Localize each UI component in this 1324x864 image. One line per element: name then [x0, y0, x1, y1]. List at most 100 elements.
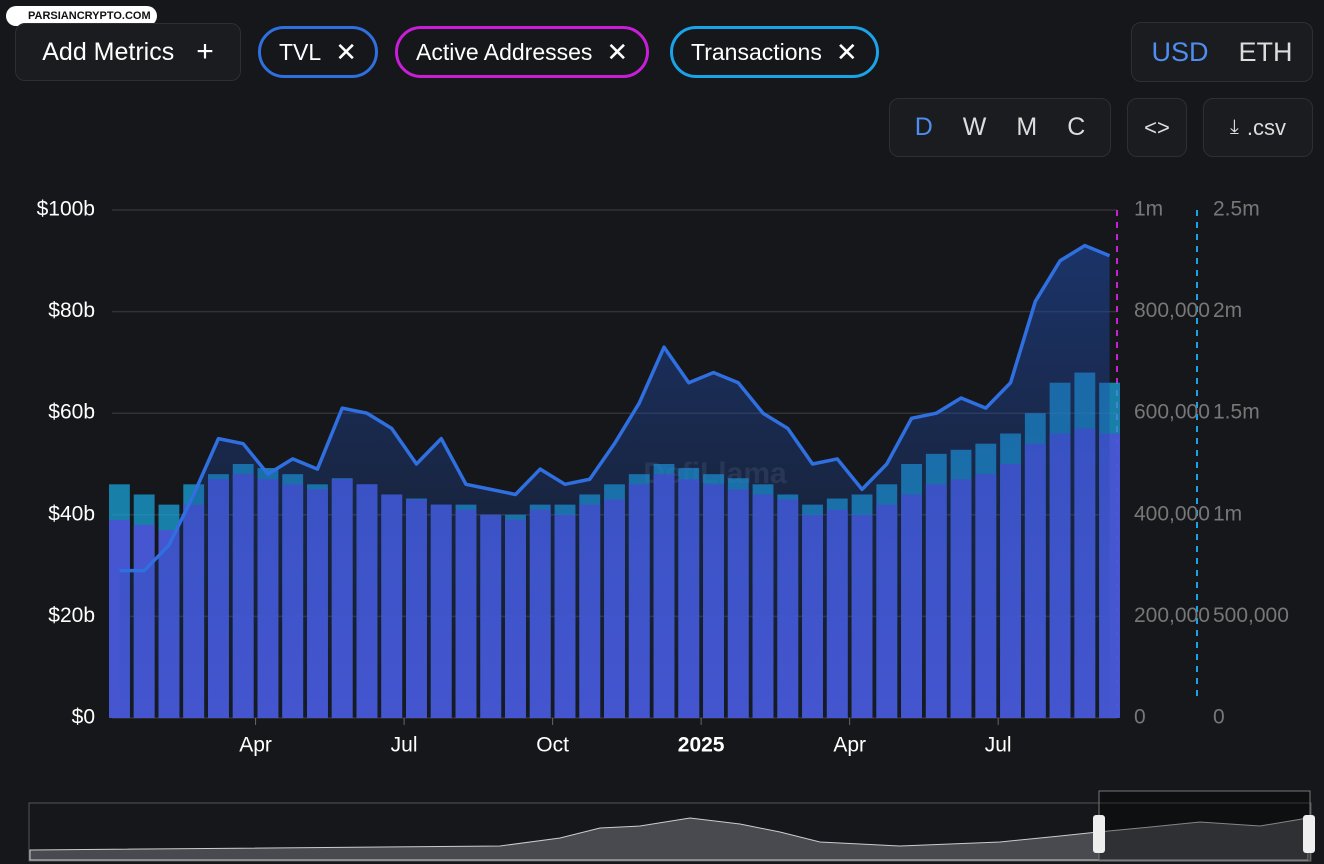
- bar: [1024, 443, 1046, 718]
- bar: [901, 464, 922, 718]
- bar: [826, 509, 848, 718]
- bar: [282, 474, 304, 718]
- y3-tick-label: 0: [1213, 706, 1225, 729]
- bar: [777, 499, 799, 718]
- bar: [257, 479, 279, 718]
- plus-icon: +: [196, 35, 214, 68]
- bar: [925, 453, 947, 718]
- bar: [208, 474, 229, 718]
- bar: [208, 479, 229, 718]
- period-option[interactable]: W: [962, 113, 987, 141]
- y3-tick-label: 1.5m: [1213, 401, 1260, 424]
- bar: [703, 474, 724, 718]
- bar: [455, 504, 477, 718]
- bar: [727, 489, 749, 718]
- y3-tick-label: 2m: [1213, 299, 1242, 322]
- currency-toggle: USD ETH: [1131, 22, 1313, 82]
- remove-icon[interactable]: ✕: [606, 36, 629, 67]
- y2-tick-label: 200,000: [1134, 604, 1210, 627]
- x-tick-label: Apr: [239, 734, 272, 757]
- bar: [133, 524, 155, 718]
- bar: [406, 498, 427, 718]
- bar: [777, 494, 799, 718]
- period-option[interactable]: C: [1067, 113, 1086, 141]
- bar: [628, 484, 650, 718]
- bar: [1099, 382, 1120, 718]
- bar: [480, 514, 502, 718]
- bar: [183, 504, 205, 718]
- x-tick-label: Jul: [391, 734, 418, 757]
- chip-label: Active Addresses: [416, 38, 593, 65]
- bar: [1024, 413, 1046, 718]
- bar: [109, 484, 130, 718]
- bar: [430, 504, 452, 718]
- bar: [826, 498, 848, 718]
- bar: [331, 479, 353, 718]
- bar: [752, 484, 774, 718]
- navigator-area: [29, 817, 1309, 861]
- y2-tick-label: 400,000: [1134, 502, 1210, 525]
- y2-tick-label: 600,000: [1134, 401, 1210, 424]
- bar: [653, 464, 675, 718]
- bar: [1099, 433, 1120, 718]
- bar: [356, 484, 378, 718]
- bar: [505, 514, 526, 718]
- bar: [257, 468, 279, 718]
- bar: [1049, 433, 1071, 718]
- x-tick-label: Apr: [833, 734, 866, 757]
- bar: [158, 504, 180, 718]
- bar: [331, 478, 353, 718]
- bar: [529, 509, 551, 718]
- y2-tick-label: 800,000: [1134, 299, 1210, 322]
- csv-button[interactable]: ⤓ .csv: [1203, 98, 1313, 157]
- bar: [1074, 372, 1096, 718]
- bar: [752, 494, 774, 718]
- currency-option[interactable]: ETH: [1238, 36, 1293, 67]
- y3-tick-label: 2.5m: [1213, 198, 1260, 221]
- bar: [554, 514, 576, 718]
- bar: [901, 494, 922, 718]
- bar: [455, 509, 477, 718]
- bar: [851, 494, 873, 718]
- bar: [356, 484, 378, 718]
- metric-chip[interactable]: Transactions ✕: [670, 26, 879, 78]
- bar: [381, 494, 403, 718]
- bar: [653, 474, 675, 718]
- currency-option[interactable]: USD: [1151, 36, 1209, 67]
- bar: [505, 519, 526, 718]
- period-option[interactable]: M: [1016, 113, 1038, 141]
- bar: [282, 484, 304, 718]
- remove-icon[interactable]: ✕: [835, 36, 858, 67]
- y-tick-label: $60b: [48, 401, 95, 424]
- add-metrics-label: Add Metrics: [42, 37, 175, 66]
- bar: [307, 489, 328, 718]
- x-tick-label: Oct: [536, 734, 569, 757]
- bar: [802, 514, 823, 718]
- bar: [109, 519, 130, 718]
- bar: [628, 474, 650, 718]
- add-metrics-button[interactable]: Add Metrics +: [15, 23, 241, 81]
- y3-tick-label: 500,000: [1213, 604, 1289, 627]
- bar: [1000, 464, 1021, 718]
- bar: [579, 494, 601, 718]
- y3-tick-label: 1m: [1213, 502, 1242, 525]
- y-tick-label: $20b: [48, 604, 95, 627]
- period-option[interactable]: D: [914, 113, 933, 141]
- period-toggle: D W M C: [889, 98, 1111, 157]
- navigator-selection[interactable]: [1098, 790, 1311, 862]
- metric-chip[interactable]: TVL ✕: [258, 26, 378, 78]
- bar: [307, 484, 328, 718]
- bar: [876, 484, 898, 718]
- logo: PARSIANCRYPTO.COM: [6, 6, 157, 26]
- navigator-handle[interactable]: [1303, 815, 1315, 853]
- bar: [232, 464, 254, 718]
- y-tick-label: $100b: [37, 198, 95, 221]
- navigator-handle[interactable]: [1093, 815, 1105, 853]
- y-tick-label: $40b: [48, 502, 95, 525]
- bar: [604, 499, 625, 718]
- metric-chip[interactable]: Active Addresses ✕: [395, 26, 650, 78]
- bar: [158, 530, 180, 718]
- embed-button[interactable]: <>: [1127, 98, 1187, 157]
- remove-icon[interactable]: ✕: [335, 36, 357, 67]
